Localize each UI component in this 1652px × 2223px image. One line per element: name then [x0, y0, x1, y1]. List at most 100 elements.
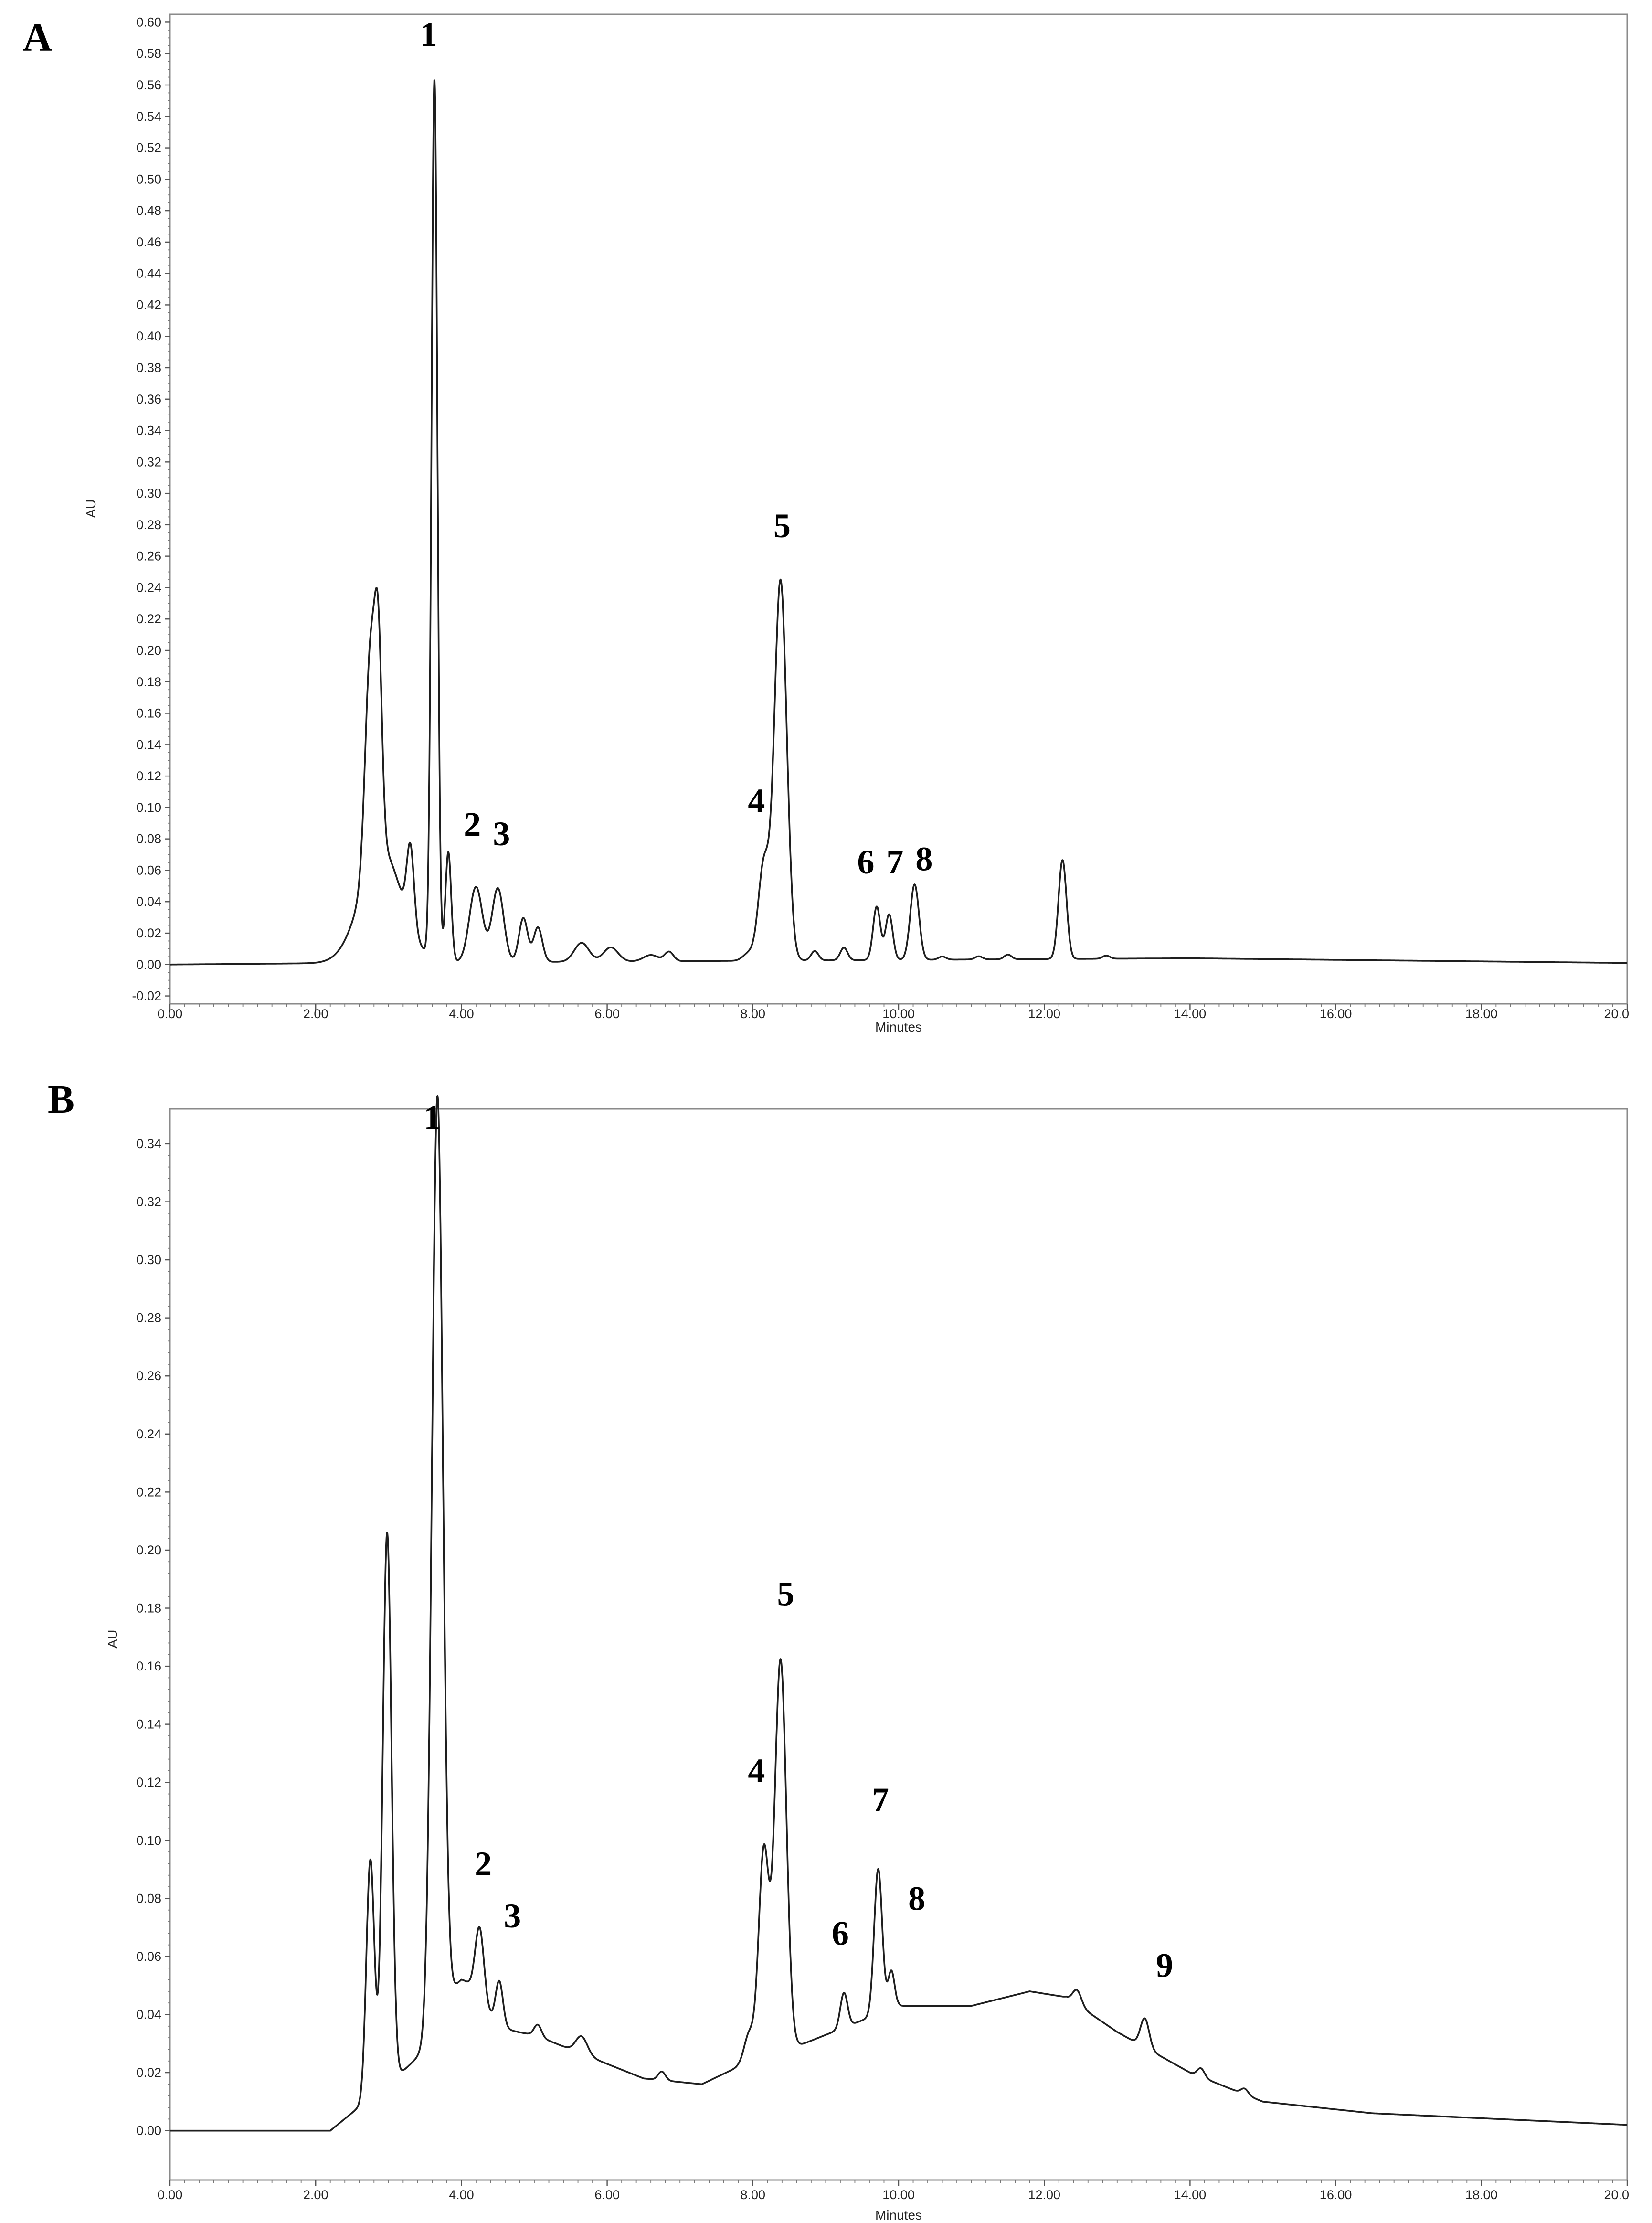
- peak-label-7: 7: [872, 1781, 889, 1819]
- panel-a-x-axis-title: Minutes: [875, 1020, 922, 1034]
- x-tick-label: 12.00: [1028, 2188, 1060, 2202]
- peak-label-1: 1: [424, 1099, 441, 1137]
- peak-label-3: 3: [504, 1897, 521, 1935]
- y-tick-label: 0.04: [136, 2008, 161, 2022]
- y-tick-label: 0.20: [136, 643, 161, 658]
- x-tick-label: 0.00: [158, 1007, 183, 1021]
- y-tick-label: 0.36: [136, 392, 161, 406]
- x-tick-label: 18.00: [1465, 2188, 1498, 2202]
- x-tick-label: 10.00: [882, 1007, 915, 1021]
- y-tick-label: 0.38: [136, 361, 161, 375]
- y-tick-label: 0.30: [136, 1253, 161, 1267]
- panel-a-y-axis-title: AU: [84, 500, 98, 518]
- panel-a: A -0.02 0.00 0.02 0.04 0.06 0.08 0.10 0.12 0.14 0…: [23, 13, 1629, 1034]
- y-tick-label: 0.28: [136, 1311, 161, 1325]
- y-tick-label: 0.00: [136, 957, 161, 972]
- y-tick-label: 0.02: [136, 926, 161, 940]
- y-tick-label: 0.30: [136, 486, 161, 500]
- peak-label-2: 2: [464, 805, 481, 843]
- y-tick-label: -0.02: [132, 989, 161, 1003]
- y-tick-label: 0.22: [136, 612, 161, 626]
- y-tick-label: 0.60: [136, 15, 161, 29]
- peak-label-8: 8: [915, 840, 932, 878]
- y-tick-label: 0.20: [136, 1543, 161, 1557]
- y-tick-label: 0.32: [136, 1195, 161, 1209]
- x-tick-label: 14.00: [1174, 2188, 1207, 2202]
- y-tick-label: 0.12: [136, 769, 161, 783]
- x-tick-label: 8.00: [741, 2188, 766, 2202]
- x-tick-label: 0.00: [158, 2188, 183, 2202]
- y-tick-label: 0.10: [136, 1833, 161, 1848]
- x-tick-label: 6.00: [594, 1007, 620, 1021]
- x-tick-label: 16.00: [1320, 1007, 1352, 1021]
- x-tick-label: 14.00: [1174, 1007, 1207, 1021]
- y-tick-label: 0.10: [136, 800, 161, 815]
- peak-label-4: 4: [748, 1752, 765, 1790]
- y-tick-label: 0.04: [136, 894, 161, 909]
- x-tick-label: 20.0: [1604, 2188, 1629, 2202]
- peak-label-7: 7: [886, 843, 903, 881]
- y-tick-label: 0.18: [136, 1601, 161, 1616]
- panel-b-chromatogram-trace: [169, 1095, 1628, 2132]
- peak-label-8: 8: [908, 1880, 925, 1918]
- panel-b-letter: B: [48, 1077, 74, 1122]
- y-tick-label: 0.18: [136, 675, 161, 689]
- x-tick-label: 8.00: [741, 1007, 766, 1021]
- y-tick-label: 0.52: [136, 141, 161, 155]
- x-tick-label: 2.00: [303, 2188, 328, 2202]
- peak-label-1: 1: [420, 15, 437, 53]
- x-tick-label: 10.00: [882, 2188, 915, 2202]
- peak-label-3: 3: [493, 815, 510, 853]
- y-tick-label: 0.02: [136, 2065, 161, 2080]
- panel-a-x-axis: 0.00 2.00 4.00 6.00 8.00 10.00 12.00 14.00 16.00…: [158, 1004, 1629, 1021]
- y-tick-label: 0.16: [136, 706, 161, 721]
- y-tick-label: 0.56: [136, 78, 161, 92]
- y-tick-label: 0.54: [136, 109, 161, 124]
- y-tick-label: 0.22: [136, 1485, 161, 1499]
- peak-label-5: 5: [773, 507, 791, 545]
- y-tick-label: 0.00: [136, 2124, 161, 2138]
- y-tick-label: 0.46: [136, 235, 161, 249]
- panel-b-x-axis: 0.00 2.00 4.00 6.00 8.00 10.00 12.00 14.00 16.00…: [158, 2180, 1629, 2202]
- x-tick-label: 12.00: [1028, 1007, 1060, 1021]
- y-tick-label: 0.32: [136, 455, 161, 469]
- panel-a-chromatogram-trace: [169, 79, 1628, 966]
- peak-label-5: 5: [777, 1574, 794, 1613]
- y-tick-label: 0.24: [136, 580, 161, 595]
- peak-label-6: 6: [832, 1915, 849, 1953]
- x-tick-label: 2.00: [303, 1007, 328, 1021]
- y-tick-label: 0.24: [136, 1427, 161, 1441]
- x-tick-label: 20.0: [1604, 1007, 1629, 1021]
- x-tick-label: 16.00: [1320, 2188, 1352, 2202]
- panel-b-plot-frame: [169, 1108, 1628, 2181]
- y-tick-label: 0.26: [136, 549, 161, 564]
- panel-b-y-axis-title: AU: [105, 1630, 120, 1649]
- x-tick-label: 6.00: [594, 2188, 620, 2202]
- y-tick-label: 0.42: [136, 298, 161, 312]
- y-tick-label: 0.12: [136, 1775, 161, 1789]
- y-tick-label: 0.50: [136, 172, 161, 186]
- peak-label-4: 4: [748, 782, 765, 820]
- y-tick-label: 0.58: [136, 46, 161, 61]
- y-tick-label: 0.16: [136, 1659, 161, 1673]
- panel-b-x-axis-title: Minutes: [875, 2208, 922, 2223]
- y-tick-label: 0.28: [136, 518, 161, 532]
- y-tick-label: 0.14: [136, 737, 161, 752]
- y-tick-label: 0.06: [136, 1949, 161, 1964]
- panel-a-y-axis: -0.02 0.00 0.02 0.04 0.06 0.08 0.10 0.12 0.14 0.1…: [132, 15, 170, 1003]
- y-tick-label: 0.08: [136, 832, 161, 846]
- x-tick-label: 4.00: [449, 1007, 474, 1021]
- peak-label-6: 6: [857, 843, 874, 881]
- panel-b-y-axis: 0.00 0.02 0.04 0.06 0.08 0.10 0.12 0.14 0.16 0.18…: [136, 1137, 170, 2138]
- panel-b: B 0.000.020.040.060.080.100.120.140.160.…: [48, 1077, 1629, 2223]
- y-tick-label: 0.26: [136, 1369, 161, 1383]
- y-tick-label: 0.14: [136, 1717, 161, 1732]
- x-tick-label: 4.00: [449, 2188, 474, 2202]
- x-tick-label: 18.00: [1465, 1007, 1498, 1021]
- y-tick-label: 0.06: [136, 863, 161, 877]
- panel-a-letter: A: [23, 15, 52, 60]
- y-tick-label: 0.34: [136, 1137, 161, 1151]
